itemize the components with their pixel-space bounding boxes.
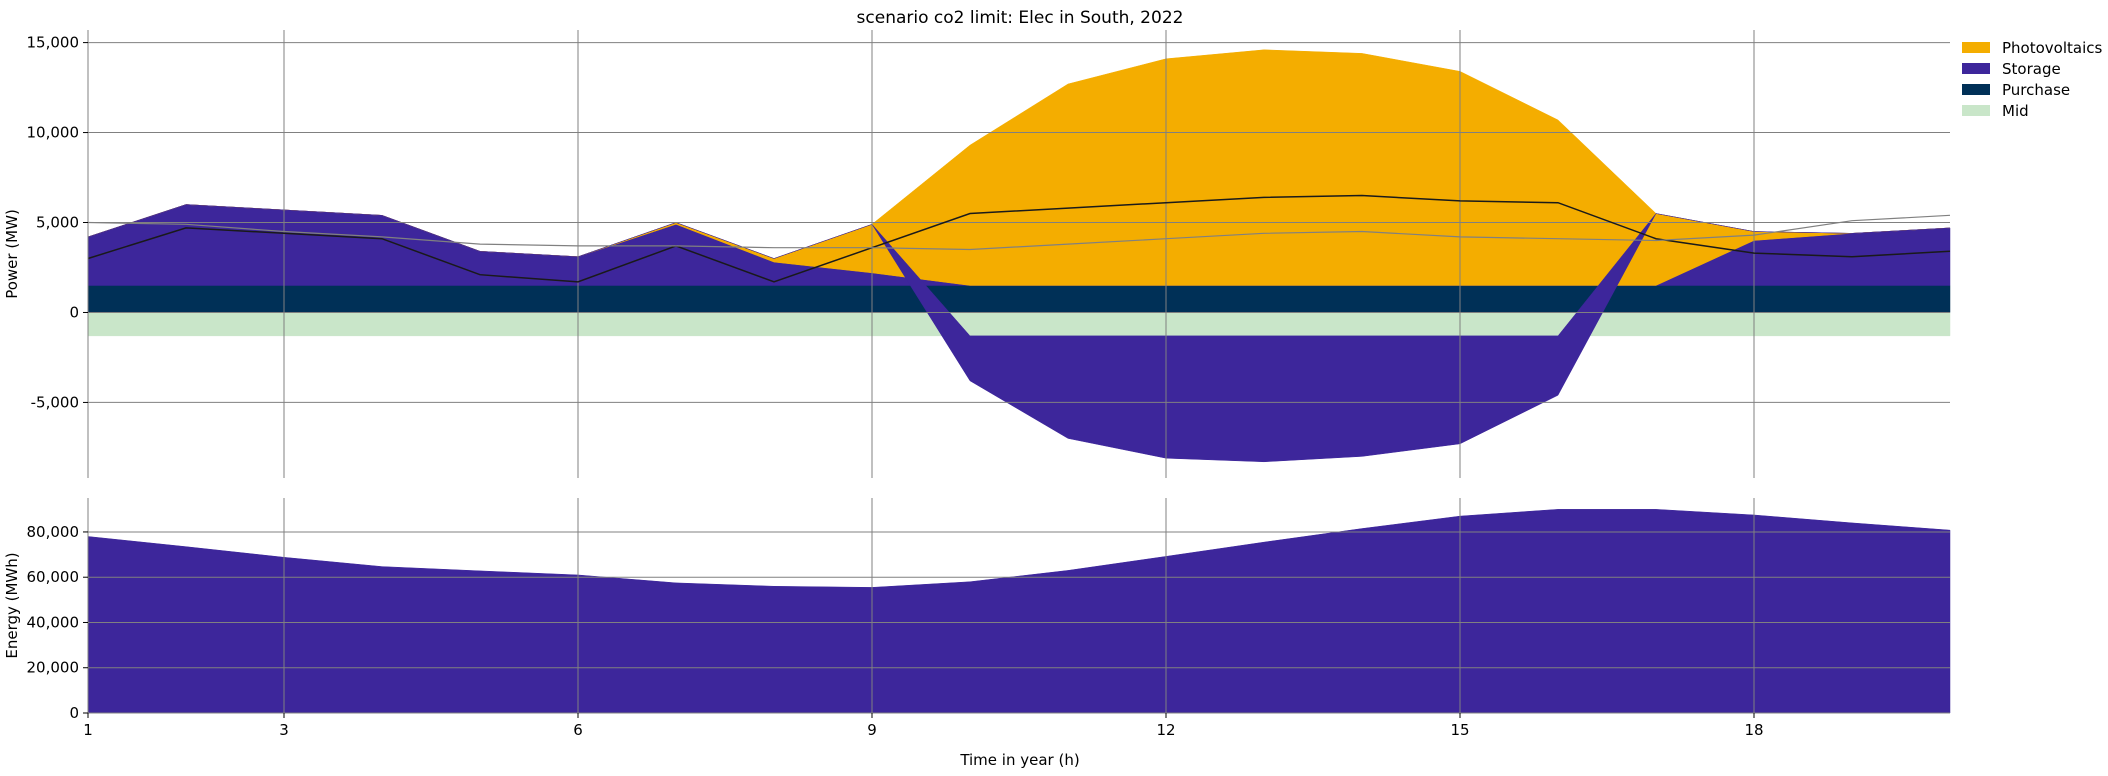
legend-swatch-mid [1962, 105, 1990, 116]
energy-panel: 0 20,000 40,000 60,000 80,000 Energy (MWh) 1 3 6… [3, 498, 1951, 739]
legend-swatch-storage [1962, 63, 1990, 74]
x-tick-label: 3 [279, 721, 289, 739]
legend-swatch-purchase [1962, 84, 1990, 95]
x-axis-label: Time in year (h) [959, 751, 1079, 769]
legend-label-purchase: Purchase [2002, 81, 2070, 99]
power-panel: -5,000 0 5,000 10,000 15,000 Power (MW) [3, 30, 1951, 478]
overlay-line-1 [87, 214, 1951, 251]
y-tick-label: 5,000 [36, 214, 79, 232]
y-tick-label: 60,000 [27, 568, 80, 586]
y-tick-label: 15,000 [27, 34, 80, 52]
y-axis-label: Power (MW) [3, 209, 21, 299]
chart-title: scenario co2 limit: Elec in South, 2022 [857, 8, 1184, 28]
y-tick-label: 80,000 [27, 523, 80, 541]
legend-label-photovoltaics: Photovoltaics [2002, 39, 2102, 57]
x-tick-label: 18 [1744, 721, 1763, 739]
y-tick-label: 20,000 [27, 659, 80, 677]
x-tick-label: 6 [573, 721, 583, 739]
x-tick-label: 12 [1156, 721, 1175, 739]
y-tick-label: 40,000 [27, 613, 80, 631]
legend-label-storage: Storage [2002, 60, 2061, 78]
y-tick-label: -5,000 [31, 393, 79, 411]
legend-label-mid: Mid [2002, 102, 2029, 120]
x-tick-label: 1 [83, 721, 93, 739]
y-axis-label: Energy (MWh) [3, 552, 21, 658]
legend: Photovoltaics Storage Purchase Mid [1962, 39, 2102, 120]
x-tick-label: 9 [867, 721, 877, 739]
x-tick-label: 15 [1450, 721, 1469, 739]
area-storage-4 [87, 204, 1951, 463]
y-tick-label: 0 [69, 303, 79, 321]
area-purchase-0 [87, 285, 1951, 313]
area-mid-3 [87, 312, 1951, 337]
legend-swatch-photovoltaics [1962, 42, 1990, 53]
area-storage-0 [87, 509, 1951, 714]
y-tick-label: 10,000 [27, 124, 80, 142]
overlay-line-0 [87, 194, 1951, 283]
y-tick-label: 0 [69, 704, 79, 722]
